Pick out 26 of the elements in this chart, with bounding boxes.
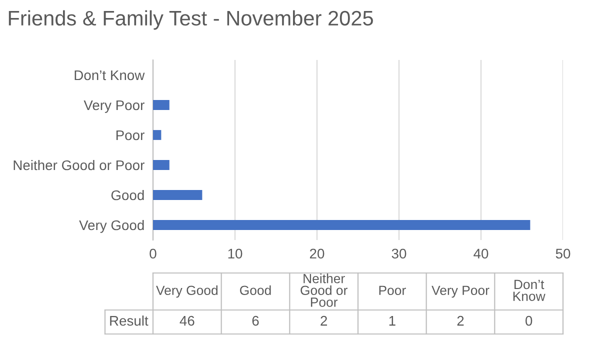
y-tick-label: Very Good (79, 220, 144, 233)
y-tick-label: Good (111, 190, 144, 200)
text: 1 (389, 316, 396, 326)
category-label: Good (240, 285, 271, 296)
x-tick-label: 20 (310, 248, 324, 259)
y-tick-label: Very Poor (84, 100, 144, 113)
x-tick-label: 40 (474, 248, 488, 259)
text: 2 (457, 316, 464, 326)
category-label: Neither Good or Poor (300, 274, 348, 307)
text: 2 (320, 316, 327, 326)
category-label: Very Good (156, 285, 218, 298)
category-label: Poor (379, 286, 406, 296)
x-tick-label: 10 (228, 248, 242, 259)
chart-title: Friends & Family Test - November 2025 (8, 10, 373, 30)
text: 6 (252, 316, 259, 326)
y-tick-label: Don’t Know (74, 70, 145, 80)
category-label: Very Poor (432, 286, 490, 298)
text: 0 (526, 316, 532, 326)
x-tick-label: 50 (556, 248, 570, 259)
y-tick-label: Poor (116, 130, 144, 140)
y-tick-label: Neither Good or Poor (14, 160, 144, 170)
category-label: Don’t Know (513, 280, 546, 301)
x-tick-label: 30 (392, 248, 406, 259)
x-tick-label: 0 (150, 248, 156, 259)
text: Result (110, 316, 148, 326)
text: 46 (180, 316, 194, 326)
